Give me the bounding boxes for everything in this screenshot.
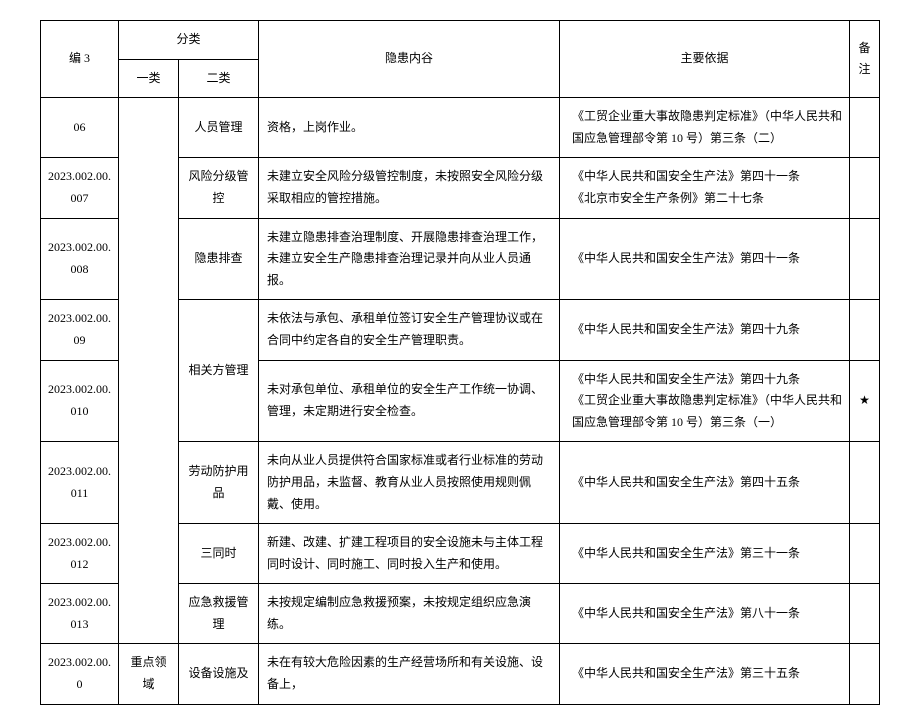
cell-id: 2023.002.00.012 xyxy=(41,524,119,584)
cell-note xyxy=(850,584,880,644)
cell-id: 2023.002.00.0 xyxy=(41,644,119,704)
cell-note xyxy=(850,442,880,524)
cell-cat2: 应急救援管理 xyxy=(179,584,259,644)
cell-id: 2023.002.00.007 xyxy=(41,158,119,218)
cell-desc: 新建、改建、扩建工程项目的安全设施未与主体工程同时设计、同时施工、同时投入生产和… xyxy=(259,524,560,584)
cell-note xyxy=(850,644,880,704)
cell-id: 06 xyxy=(41,98,119,158)
cell-cat2: 设备设施及 xyxy=(179,644,259,704)
cell-id: 2023.002.00.013 xyxy=(41,584,119,644)
cell-id: 2023.002.00.008 xyxy=(41,218,119,300)
cell-note xyxy=(850,218,880,300)
cell-basis: 《中华人民共和国安全生产法》第四十一条《北京市安全生产条例》第二十七条 xyxy=(560,158,850,218)
cell-basis: 《中华人民共和国安全生产法》第四十九条《工贸企业重大事故隐患判定标准》（中华人民… xyxy=(560,360,850,442)
th-basis: 主要依据 xyxy=(560,21,850,98)
cell-desc: 未建立安全风险分级管控制度，未按照安全风险分级采取相应的管控措施。 xyxy=(259,158,560,218)
th-cat2: 二类 xyxy=(179,59,259,98)
cell-note xyxy=(850,158,880,218)
cell-cat2: 风险分级管控 xyxy=(179,158,259,218)
cell-basis: 《工贸企业重大事故隐患判定标准》（中华人民共和国应急管理部令第 10 号）第三条… xyxy=(560,98,850,158)
cell-id: 2023.002.00.010 xyxy=(41,360,119,442)
cell-note xyxy=(850,300,880,360)
cell-desc: 未依法与承包、承租单位签订安全生产管理协议或在合同中约定各自的安全生产管理职责。 xyxy=(259,300,560,360)
th-note: 备注 xyxy=(850,21,880,98)
cell-cat2: 三同时 xyxy=(179,524,259,584)
cell-cat1: 重点领域 xyxy=(119,644,179,704)
cell-desc: 资格，上岗作业。 xyxy=(259,98,560,158)
cell-note xyxy=(850,98,880,158)
cell-desc: 未向从业人员提供符合国家标准或者行业标准的劳动防护用品，未监督、教育从业人员按照… xyxy=(259,442,560,524)
hazard-table: 编 3 分类 隐患内谷 主要依据 备注 一类 二类 06 人员管理 资格，上岗作… xyxy=(40,20,880,705)
th-category: 分类 xyxy=(119,21,259,60)
cell-desc: 未在有较大危险因素的生产经营场所和有关设施、设备上， xyxy=(259,644,560,704)
cell-basis: 《中华人民共和国安全生产法》第三十一条 xyxy=(560,524,850,584)
cell-cat2: 相关方管理 xyxy=(179,300,259,442)
cell-id: 2023.002.00.011 xyxy=(41,442,119,524)
th-desc: 隐患内谷 xyxy=(259,21,560,98)
cell-basis: 《中华人民共和国安全生产法》第四十九条 xyxy=(560,300,850,360)
th-id: 编 3 xyxy=(41,21,119,98)
cell-note xyxy=(850,524,880,584)
cell-id: 2023.002.00.09 xyxy=(41,300,119,360)
cell-basis: 《中华人民共和国安全生产法》第四十五条 xyxy=(560,442,850,524)
table-row: 2023.002.00.0 重点领域 设备设施及 未在有较大危险因素的生产经营场… xyxy=(41,644,880,704)
cell-desc: 未对承包单位、承租单位的安全生产工作统一协调、管理，未定期进行安全检查。 xyxy=(259,360,560,442)
cell-cat2: 人员管理 xyxy=(179,98,259,158)
cell-cat1-empty xyxy=(119,98,179,644)
cell-basis: 《中华人民共和国安全生产法》第八十一条 xyxy=(560,584,850,644)
th-cat1: 一类 xyxy=(119,59,179,98)
cell-basis: 《中华人民共和国安全生产法》第四十一条 xyxy=(560,218,850,300)
cell-basis: 《中华人民共和国安全生产法》第三十五条 xyxy=(560,644,850,704)
table-row: 06 人员管理 资格，上岗作业。 《工贸企业重大事故隐患判定标准》（中华人民共和… xyxy=(41,98,880,158)
cell-cat2: 劳动防护用品 xyxy=(179,442,259,524)
cell-cat2: 隐患排查 xyxy=(179,218,259,300)
cell-note: ★ xyxy=(850,360,880,442)
cell-desc: 未建立隐患排查治理制度、开展隐患排查治理工作，未建立安全生产隐患排查治理记录并向… xyxy=(259,218,560,300)
cell-desc: 未按规定编制应急救援预案，未按规定组织应急演练。 xyxy=(259,584,560,644)
